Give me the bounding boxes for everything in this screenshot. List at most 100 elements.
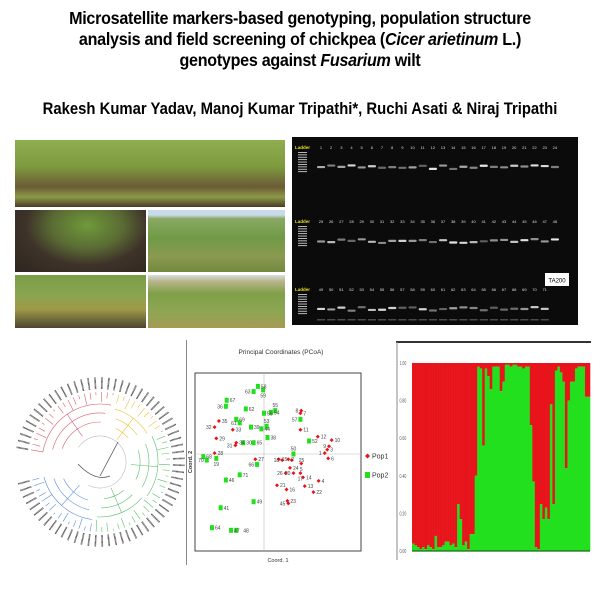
lane-number: 25 <box>319 219 324 224</box>
structure-bar-pop2 <box>484 368 488 551</box>
structure-bar-pop2 <box>439 547 443 551</box>
tip-label <box>25 419 37 428</box>
tree-branch <box>128 522 131 526</box>
tree-branch <box>110 487 115 497</box>
pop2-point <box>262 410 266 416</box>
structure-bar-pop2 <box>552 504 556 551</box>
point-label: 5 <box>300 467 303 473</box>
structure-bar-pop1 <box>447 363 450 542</box>
structure-bar-pop2 <box>534 547 538 551</box>
pop1-point <box>315 434 320 439</box>
structure-bar-plot: 0.00 0.20 0.40 0.60 0.80 1.00 <box>396 341 591 560</box>
structure-bar-pop2 <box>494 366 498 551</box>
lane-number: 53 <box>359 287 364 292</box>
point-label: 59 <box>260 393 266 399</box>
tree-branch <box>124 398 131 410</box>
structure-bar-pop2 <box>477 366 480 551</box>
point-label: 66 <box>249 462 255 468</box>
point-label: 50 <box>291 447 297 453</box>
dna-band-lower <box>327 319 336 321</box>
tip-label <box>169 436 182 442</box>
structure-bar-pop1 <box>412 363 415 544</box>
point-label: 7 <box>303 411 306 417</box>
pop1-point <box>276 457 281 462</box>
pop1-point <box>286 457 291 462</box>
lane-number: 34 <box>410 219 415 224</box>
structure-bar-pop1 <box>562 363 566 382</box>
lane-number: 8 <box>391 145 394 150</box>
structure-bar-pop1 <box>434 363 438 536</box>
tree-branch <box>66 414 73 422</box>
lane-number: 48 <box>553 219 558 224</box>
structure-bar-pop2 <box>544 507 548 551</box>
dna-band <box>408 306 417 309</box>
pop2-point <box>259 426 264 432</box>
dna-band <box>418 308 427 311</box>
structure-bar-pop2 <box>574 368 578 551</box>
dna-band-lower <box>408 319 417 321</box>
tree-branch <box>117 523 120 530</box>
structure-bar-pop2 <box>467 549 470 551</box>
lane-number: 7 <box>381 145 384 150</box>
ladder-band <box>298 294 307 295</box>
dna-band <box>428 309 437 312</box>
structure-bar-pop1 <box>507 363 511 365</box>
structure-bar-pop1 <box>522 363 526 369</box>
structure-bar-pop2 <box>559 372 563 551</box>
pop1-point <box>325 447 330 452</box>
dna-band <box>449 167 458 171</box>
dna-band-lower <box>500 319 509 321</box>
point-label: 3 <box>330 448 333 454</box>
dna-band <box>459 165 468 168</box>
dna-band <box>398 166 407 169</box>
dna-band <box>469 306 478 310</box>
point-label: 58 <box>261 384 267 390</box>
point-label: 34 <box>239 441 245 447</box>
tree-branch <box>78 518 83 529</box>
structure-bar-pop2 <box>414 545 418 551</box>
ladder-band <box>298 164 307 165</box>
point-label: 29 <box>219 436 225 442</box>
dna-band-lower <box>449 319 458 321</box>
structure-bar-pop2 <box>587 396 591 551</box>
tip-label <box>113 533 118 546</box>
tree-branch <box>32 478 40 481</box>
pop2-point <box>251 440 256 446</box>
lane-number: 47 <box>542 219 547 224</box>
ladder-band <box>298 233 307 235</box>
point-label: 53 <box>264 419 270 425</box>
pop2-point <box>251 389 256 395</box>
field-photo-wide <box>148 210 285 272</box>
ladder-band <box>298 308 307 310</box>
title-line-2: analysis and field screening of chickpea… <box>78 29 522 49</box>
ladder-band <box>298 306 307 307</box>
structure-bar-pop1 <box>497 363 501 367</box>
point-label: 62 <box>249 407 255 413</box>
structure-bar-pop2 <box>412 543 415 551</box>
dna-band <box>500 238 509 242</box>
lane-number: 36 <box>431 219 436 224</box>
structure-bar-pop2 <box>424 549 428 551</box>
tip-label <box>66 529 73 541</box>
tip-label <box>141 391 150 403</box>
tree-branch <box>114 495 119 505</box>
structure-bar-pop2 <box>419 549 423 551</box>
structure-bar-pop1 <box>552 363 556 504</box>
lane-number: 70 <box>532 287 537 292</box>
tree-branch <box>41 494 53 502</box>
tip-label <box>19 432 32 439</box>
lane-number: 31 <box>380 219 385 224</box>
structure-bar-pop2 <box>522 368 526 551</box>
tip-label <box>80 378 85 392</box>
circular-dendrogram <box>16 377 185 547</box>
lane-number: 21 <box>522 145 527 150</box>
lane-number: 71 <box>542 287 547 292</box>
lane-number: 42 <box>492 219 497 224</box>
dna-band <box>367 240 376 243</box>
structure-bar-pop1 <box>549 363 553 405</box>
pop1-point <box>280 458 285 463</box>
point-label: 31 <box>227 443 233 449</box>
structure-bar-pop1 <box>439 363 443 548</box>
dna-band-lower <box>489 319 498 321</box>
tip-label <box>172 450 185 454</box>
